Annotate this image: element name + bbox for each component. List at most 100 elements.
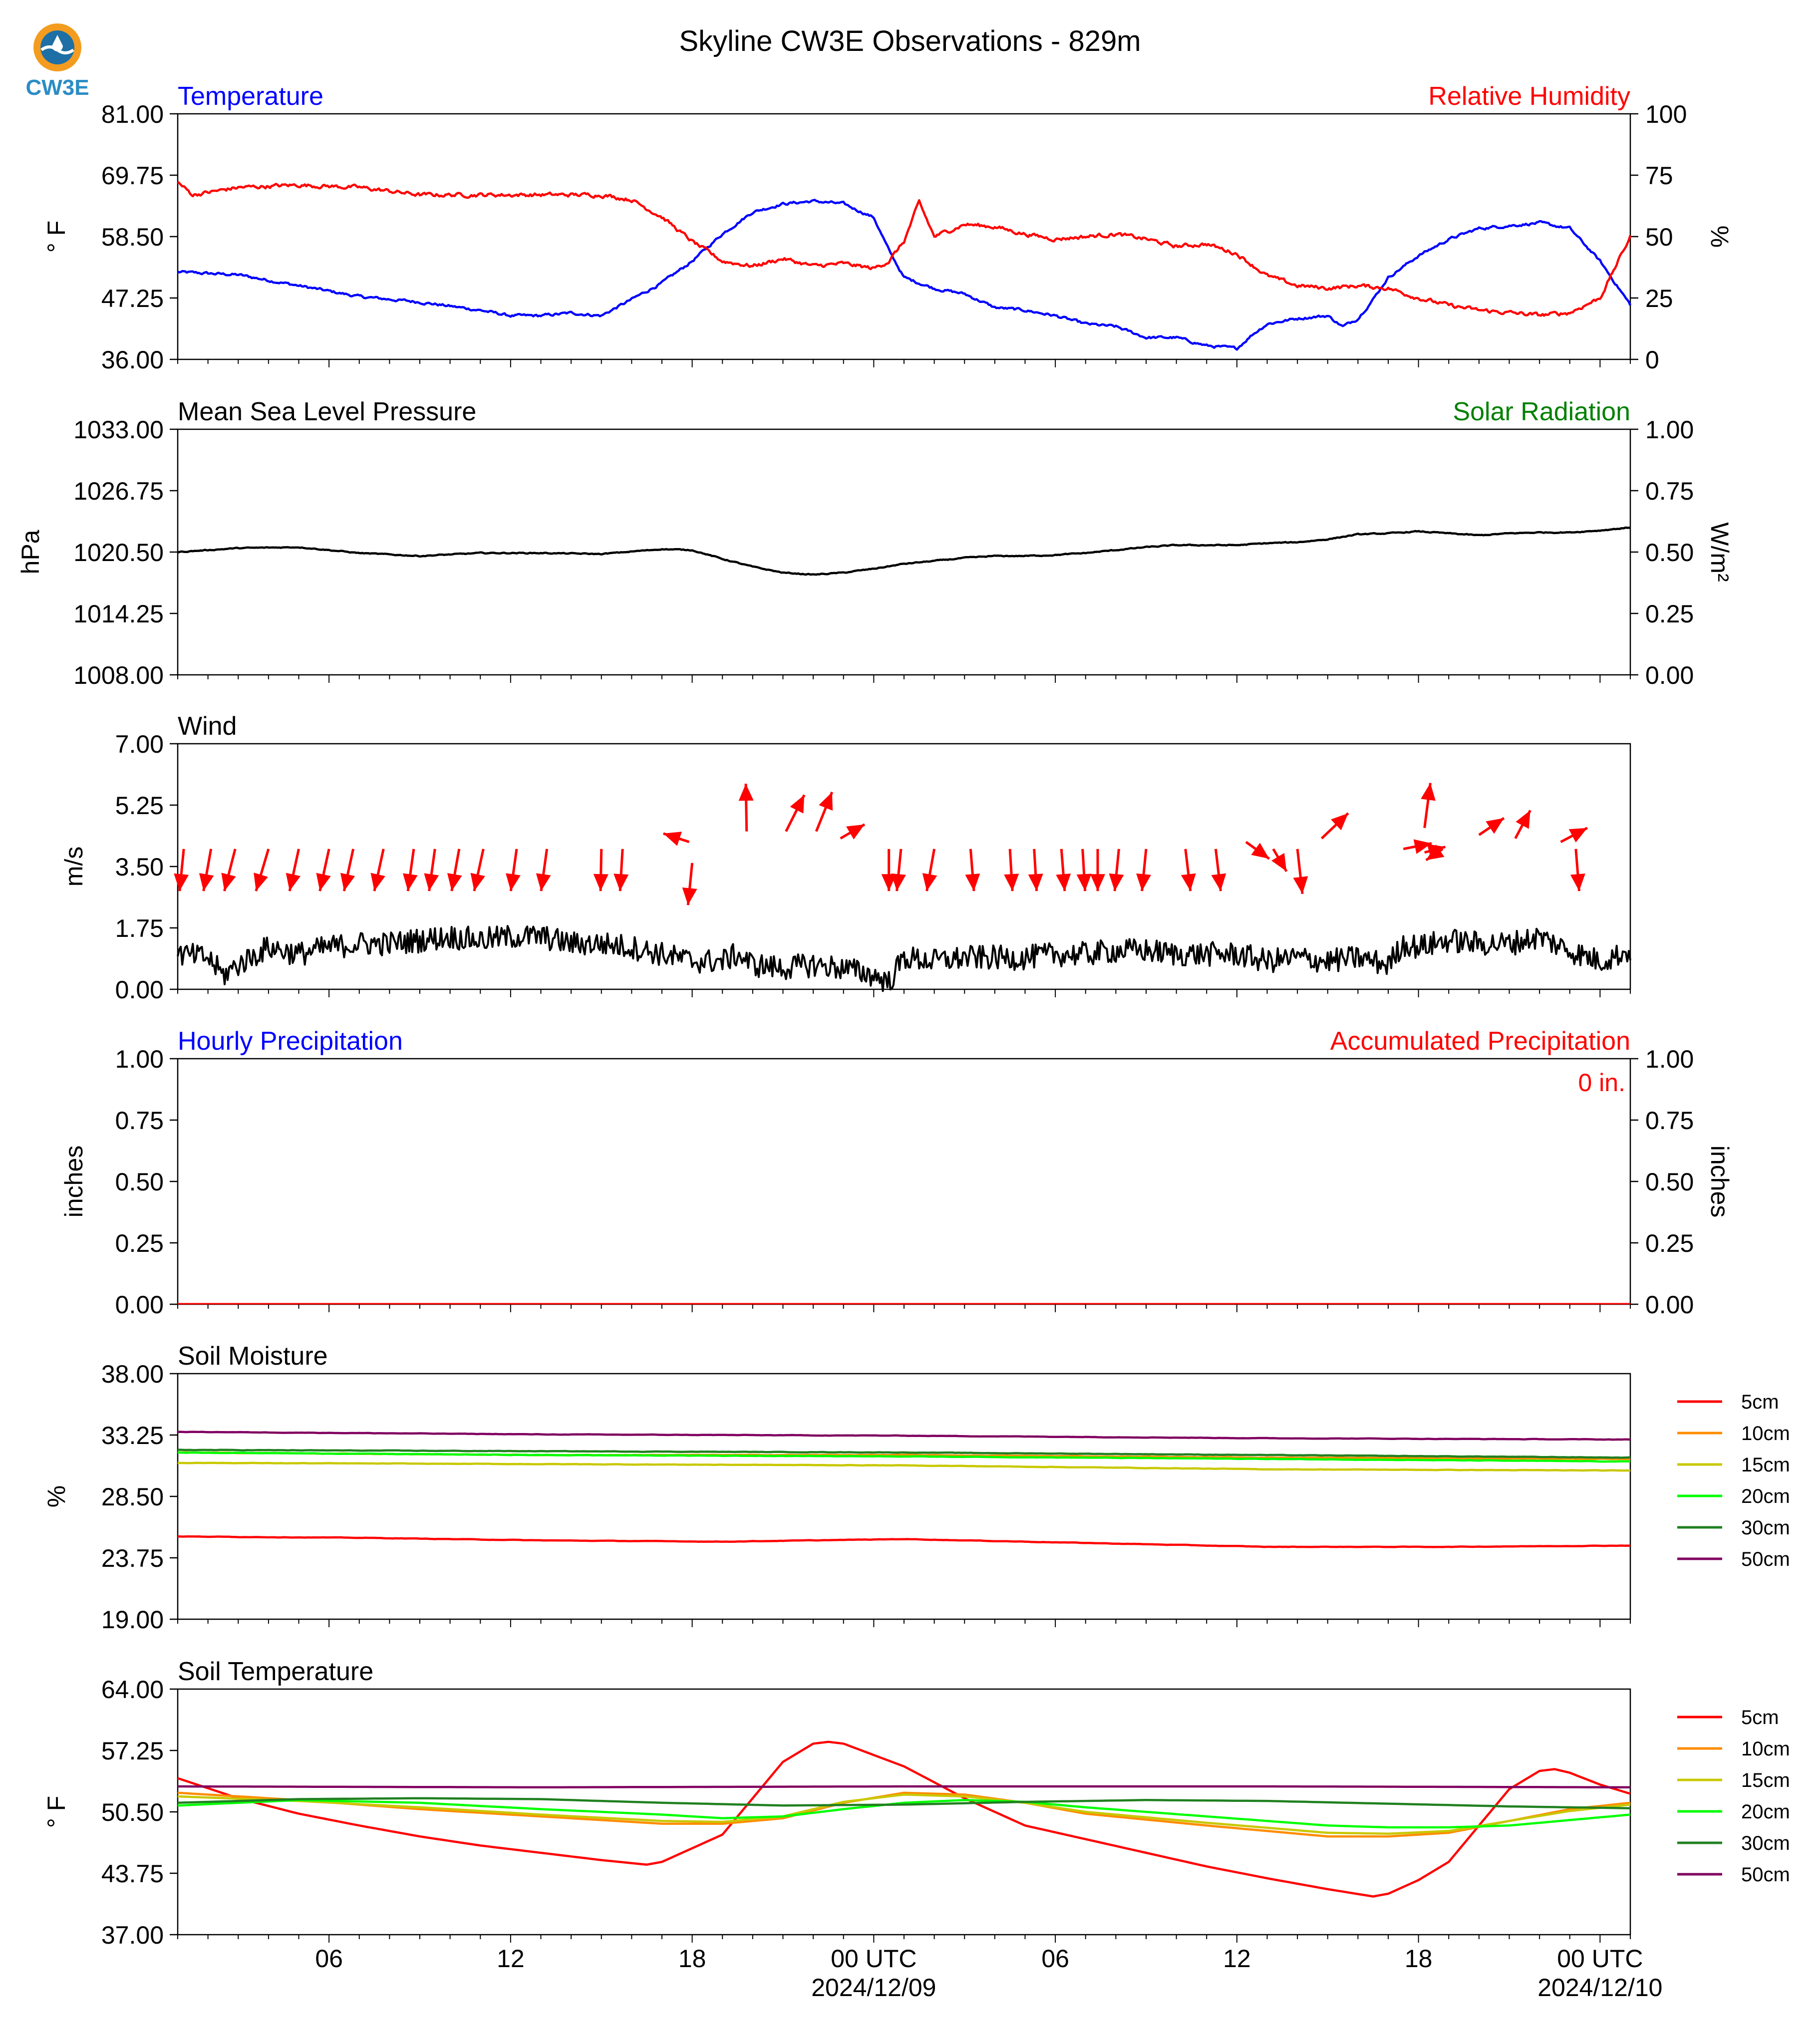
wind-arrow-head [1090, 874, 1105, 891]
x-tick-label: 00 UTC [831, 1945, 916, 1973]
y-tick-label: 69.75 [101, 162, 164, 190]
wind-arrow-head [536, 873, 551, 891]
wind-arrow-head [199, 873, 214, 891]
wind-arrow-head [470, 872, 485, 891]
wind-arrow-head [682, 887, 697, 905]
legend-label: 50cm [1741, 1548, 1790, 1570]
y-axis-label-right: W/m² [1706, 522, 1734, 581]
legend-label: 15cm [1741, 1769, 1790, 1791]
y-tick-label: 36.00 [101, 346, 164, 374]
panel-title-left: Temperature [178, 82, 323, 111]
x-tick-label: 00 UTC [1557, 1945, 1643, 1973]
y-tick-label: 58.50 [101, 223, 164, 251]
series-line-30cm [177, 1449, 1631, 1459]
series-line-5cm [177, 1740, 1631, 1898]
legend-label: 5cm [1741, 1707, 1779, 1729]
y-axis-label-left: hPa [16, 530, 44, 574]
y-tick-label-right: 50 [1645, 223, 1673, 251]
y-tick-label-right: 0.50 [1645, 539, 1694, 567]
y-tick-label-right: 0.00 [1645, 661, 1694, 689]
panel-soil-moisture: Soil Moisture 38.00 33.25 28.50 23.75 19.00% 5… [42, 1342, 1790, 1634]
y-tick-label: 57.25 [101, 1737, 164, 1765]
series-line-10cm [177, 1791, 1631, 1838]
y-axis-label-right: % [1706, 226, 1734, 248]
legend-label: 5cm [1741, 1391, 1779, 1413]
x-tick-label: 18 [1405, 1945, 1433, 1973]
wind-arrow-head [1516, 810, 1530, 829]
y-axis-label-left: ° F [42, 221, 70, 253]
y-tick-label: 5.25 [115, 792, 164, 820]
wind-arrow-head [1028, 873, 1043, 891]
y-axis-label-left: % [42, 1485, 70, 1507]
y-tick-label-right: 0.75 [1645, 477, 1694, 505]
y-tick-label-right: 1.00 [1645, 416, 1694, 444]
y-tick-label-right: 100 [1645, 100, 1687, 128]
legend-label: 20cm [1741, 1485, 1790, 1507]
x-tick-label: 06 [1041, 1945, 1069, 1973]
y-tick-label: 0.00 [115, 976, 164, 1004]
y-tick-label: 81.00 [101, 100, 164, 128]
wind-arrow-head [1486, 818, 1504, 834]
panel-temp-rh: Temperature Relative Humidity 81.00 69.75 58… [42, 82, 1734, 374]
y-tick-label: 1033.00 [73, 416, 164, 444]
x-tick-label: 12 [497, 1945, 525, 1973]
x-tick-label: 2024/12/09 [811, 1974, 936, 2002]
wind-arrow-head [340, 872, 355, 891]
wind-arrow-head [593, 873, 608, 891]
y-axis-label-left: inches [60, 1146, 88, 1218]
series-line-20cm [177, 1451, 1631, 1463]
x-tick-label: 18 [678, 1945, 706, 1973]
panel-title-right: Relative Humidity [1428, 82, 1630, 111]
wind-arrow-head [1211, 873, 1226, 891]
legend-label: 20cm [1741, 1801, 1790, 1823]
y-tick-label-right: 1.00 [1645, 1045, 1694, 1073]
panel-title-left: Wind [178, 712, 237, 741]
series-line-30cm [177, 1797, 1631, 1809]
wind-arrow-head [174, 873, 189, 891]
y-axis-label-right: inches [1706, 1146, 1734, 1218]
series-line-50cm [177, 1431, 1631, 1441]
wind-arrow-head [1004, 873, 1019, 891]
wind-arrow-head [738, 784, 754, 801]
wind-arrow-head [663, 832, 682, 846]
wind-arrow-head [447, 873, 462, 891]
panel-precip: Hourly Precipitation Accumulated Precipit… [60, 1027, 1734, 1319]
series-line-50cm [178, 1785, 1630, 1789]
wind-arrow-head [1568, 828, 1587, 843]
wind-arrow-head [1413, 839, 1432, 854]
y-tick-label: 0.50 [115, 1168, 164, 1196]
y-tick-label-right: 0.25 [1645, 600, 1694, 628]
series-line-right-1 [177, 181, 1632, 317]
wind-arrow-head [790, 795, 805, 814]
y-tick-label: 38.00 [101, 1360, 164, 1388]
figure-title: Skyline CW3E Observations - 829m [679, 25, 1141, 57]
series-line-15cm [177, 1793, 1631, 1835]
logo-drop-shape-icon [52, 35, 63, 51]
wind-arrow-head [506, 873, 521, 891]
legend-label: 15cm [1741, 1454, 1790, 1476]
y-tick-label: 1014.25 [73, 600, 164, 628]
y-tick-label: 50.50 [101, 1798, 164, 1826]
panel-wind: Wind 7.00 5.25 3.50 1.75 0.00 m/s [60, 712, 1631, 1004]
wind-arrow-head [965, 873, 980, 891]
y-tick-label: 1026.75 [73, 477, 164, 505]
wind-arrow-head [1181, 873, 1196, 891]
y-tick-label: 3.50 [115, 853, 164, 881]
legend-label: 10cm [1741, 1423, 1790, 1445]
wind-arrow-head [1293, 876, 1308, 894]
y-tick-label: 33.25 [101, 1422, 164, 1449]
y-tick-label-right: 0.50 [1645, 1168, 1694, 1196]
wind-arrow-head [424, 873, 439, 891]
wind-arrow-head [819, 792, 833, 811]
y-tick-label-right: 0.75 [1645, 1107, 1694, 1135]
y-tick-label: 37.00 [101, 1921, 164, 1949]
y-tick-label: 19.00 [101, 1606, 164, 1634]
wind-arrow-head [891, 873, 906, 891]
wind-arrow-head [316, 872, 331, 891]
panel-title-left: Mean Sea Level Pressure [178, 397, 476, 426]
y-tick-label: 0.75 [115, 1107, 164, 1135]
wind-arrow-head [613, 873, 629, 891]
y-tick-label: 1020.50 [73, 539, 164, 567]
legend-label: 10cm [1741, 1738, 1790, 1760]
